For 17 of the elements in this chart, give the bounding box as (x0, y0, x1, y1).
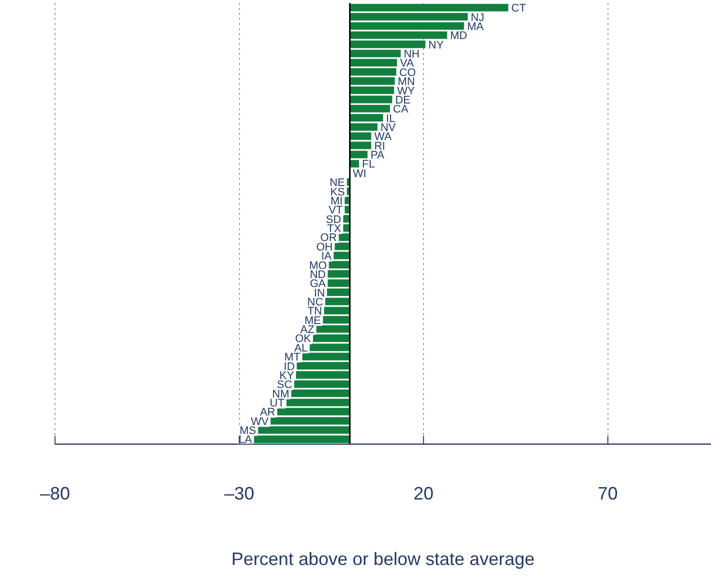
x-tick-label: –80 (40, 484, 70, 504)
x-tick-label: –30 (224, 484, 254, 504)
y-tick-label: MA (467, 20, 484, 33)
y-tick-label: CA (393, 104, 409, 116)
y-tick-label: CT (511, 2, 526, 15)
x-tick-label: 70 (598, 484, 618, 504)
y-tick-label: OH (316, 241, 333, 254)
y-tick-label: LA (238, 434, 253, 446)
y-tick-label: WI (352, 168, 366, 180)
y-tick-label: WV (250, 416, 270, 428)
y-tick-label: PA (370, 150, 386, 162)
y-tick-label: IA (321, 250, 332, 263)
y-tick-label: MD (450, 30, 468, 42)
y-tick-label: NC (307, 296, 324, 308)
x-axis-title: Percent above or below state average (231, 549, 535, 570)
y-tick-label: NY (428, 39, 444, 52)
x-tick-label: 20 (414, 484, 434, 504)
